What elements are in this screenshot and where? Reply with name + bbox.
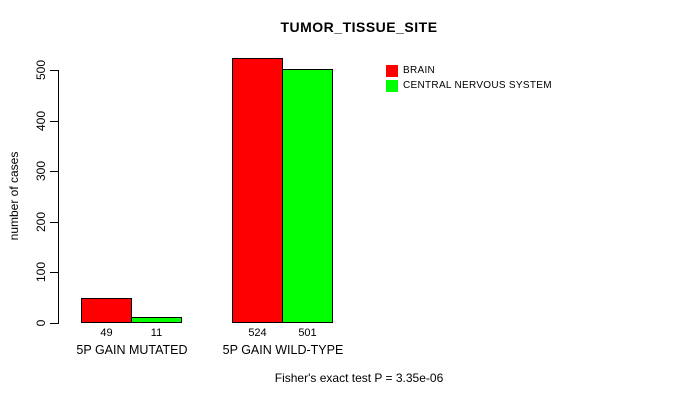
category-label: 5P GAIN MUTATED bbox=[76, 343, 188, 357]
legend-item-cns: CENTRAL NERVOUS SYSTEM bbox=[386, 78, 552, 93]
y-axis-line bbox=[58, 70, 59, 324]
bar-brain-2 bbox=[232, 58, 283, 323]
bar-value-label: 49 bbox=[100, 327, 113, 339]
y-tick bbox=[50, 272, 58, 273]
bar-central-nervous-system-2 bbox=[282, 69, 333, 323]
legend-swatch-red bbox=[386, 64, 398, 77]
y-tick bbox=[50, 121, 58, 122]
legend-label-cns: CENTRAL NERVOUS SYSTEM bbox=[403, 80, 552, 91]
bar-value-label: 501 bbox=[298, 327, 317, 339]
bar-value-label: 524 bbox=[248, 327, 267, 339]
annotation-text: Fisher's exact test P = 3.35e-06 bbox=[274, 371, 444, 385]
bar-brain-1 bbox=[81, 298, 132, 323]
legend-swatch-green bbox=[386, 79, 398, 92]
y-tick bbox=[50, 70, 58, 71]
y-tick-label: 400 bbox=[34, 110, 48, 132]
y-tick-label: 500 bbox=[34, 59, 48, 81]
legend: BRAIN CENTRAL NERVOUS SYSTEM bbox=[386, 63, 552, 93]
bar-value-label: 11 bbox=[150, 327, 163, 339]
legend-item-brain: BRAIN bbox=[386, 63, 552, 78]
y-tick bbox=[50, 171, 58, 172]
y-axis-label: number of cases bbox=[7, 151, 21, 241]
legend-label-brain: BRAIN bbox=[403, 65, 436, 76]
y-tick-label: 200 bbox=[34, 211, 48, 233]
category-label: 5P GAIN WILD-TYPE bbox=[222, 343, 344, 357]
bar-central-nervous-system-1 bbox=[131, 317, 182, 323]
y-tick bbox=[50, 323, 58, 324]
y-tick-label: 100 bbox=[34, 261, 48, 283]
chart-title: TUMOR_TISSUE_SITE bbox=[280, 19, 438, 35]
y-tick-label: 300 bbox=[34, 160, 48, 182]
plot-area: 0 100 200 300 400 500 49 11 5P GAIN MUTATED 524 50… bbox=[34, 58, 660, 357]
y-tick-label: 0 bbox=[34, 319, 48, 327]
y-tick bbox=[50, 222, 58, 223]
